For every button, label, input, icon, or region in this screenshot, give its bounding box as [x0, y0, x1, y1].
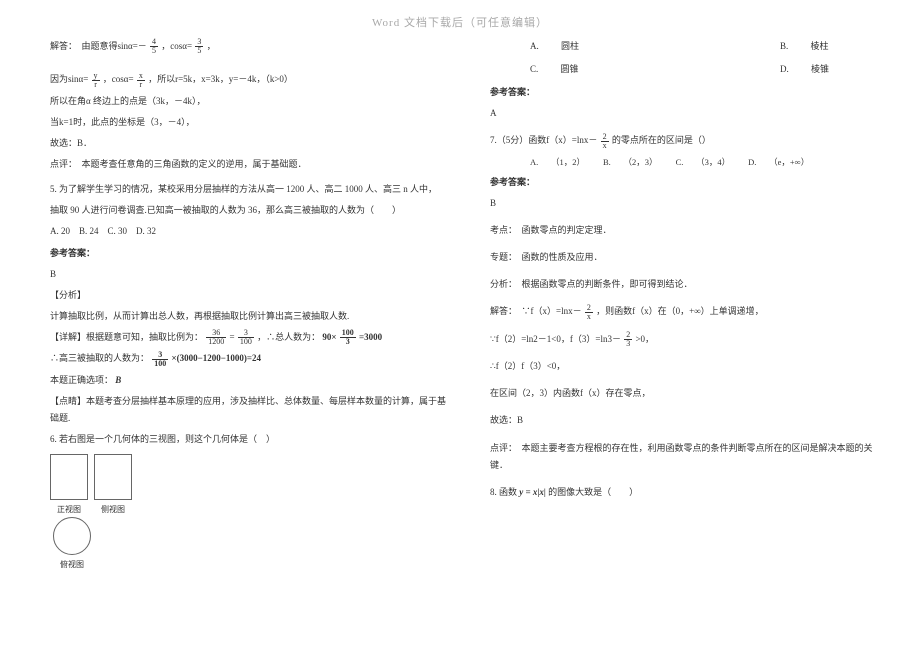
- text: ，: [207, 41, 216, 51]
- answer-6: A: [490, 105, 890, 122]
- text: 解答： ∵f（x）=lnx－: [490, 306, 582, 316]
- option-a-letter: A.: [530, 41, 539, 51]
- detail-line-2: ∴高三被抽取的人数为： 3100 ×(3000−1200−1000)=24: [50, 350, 450, 367]
- calc: ∵f（2）=ln2－1<0，f（3）=ln3－ 23 >0，: [490, 331, 890, 348]
- text: 8. 函数: [490, 487, 517, 497]
- solution-line-4: 当k=1时，此点的坐标是（3，－4），: [50, 114, 450, 131]
- dianping: 【点睛】本题考查分层抽样基本原理的应用，涉及抽样比、总体数量、每层样本数量的计算…: [50, 393, 450, 427]
- fraction: 3100: [238, 329, 254, 346]
- fraction: 3100: [152, 351, 168, 368]
- solution-line-3: 所以在角α 终边上的点是（3k，－4k），: [50, 93, 450, 110]
- fraction: 23: [624, 331, 632, 348]
- side-view-box: 侧视图: [94, 454, 132, 517]
- q8-expr: y = x|x|: [519, 487, 546, 497]
- text: >0，: [635, 334, 654, 344]
- text: ，∴总人数为：: [257, 332, 320, 342]
- top-view-label: 俯视图: [60, 557, 84, 572]
- kaodian: 考点： 函数零点的判定定理．: [490, 222, 890, 239]
- option-c-text: 圆锥: [541, 64, 579, 74]
- text: 7.（5分）函数f（x）=lnx－: [490, 135, 597, 145]
- watermark-header: Word 文档下载后（可任意编辑）: [0, 0, 920, 30]
- fraction: 2x: [585, 304, 593, 321]
- fraction: 361200: [206, 329, 226, 346]
- therefore: ∴f（2）f（3）<0，: [490, 358, 890, 375]
- zhuanti: 专题： 函数的性质及应用．: [490, 249, 890, 266]
- correct-option: 本题正确选项： B: [50, 372, 450, 389]
- comment-line: 点评： 本题考查任意角的三角函数的定义的逆用，属于基础题．: [50, 156, 450, 173]
- text: 解答： 由题意得sinα=－: [50, 41, 147, 51]
- q7-opt-b: B. （2，3）: [603, 154, 658, 170]
- text: =3000: [359, 332, 382, 342]
- fraction: 45: [150, 38, 158, 55]
- fraction: 2x: [601, 133, 609, 150]
- q7-options: A. （1，2） B. （2，3） C. （3，4） D. （e，+∞）: [490, 154, 890, 170]
- answer-label: 参考答案：: [50, 245, 450, 262]
- interval: 在区间（2，3）内函数f（x）存在零点，: [490, 385, 890, 402]
- analysis-text: 计算抽取比例，从而计算出总人数，再根据抽取比例计算出高三被抽取人数.: [50, 308, 450, 325]
- text: ，cosα=: [161, 41, 192, 51]
- question-7: 7.（5分）函数f（x）=lnx－ 2x 的零点所在的区间是（）: [490, 132, 890, 149]
- text: ，则函数f（x）在（0，+∞）上单调递增，: [596, 306, 764, 316]
- fraction: 35: [195, 38, 203, 55]
- option-b-letter: B.: [780, 41, 788, 51]
- side-view-rect: [94, 454, 132, 500]
- analysis-label: 【分析】: [50, 287, 450, 304]
- answer-5: B: [50, 266, 450, 283]
- text: ，所以r=5k，x=3k，y=－4k，（k>0）: [148, 74, 293, 84]
- text: 的零点所在的区间是（）: [612, 135, 711, 145]
- q7-opt-a: A. （1，2）: [530, 154, 585, 170]
- solution-line-2: 因为sinα= yr ，cosα= xr ，所以r=5k，x=3k，y=－4k，…: [50, 71, 450, 88]
- option-c-letter: C.: [530, 64, 538, 74]
- solution-line-1: 解答： 由题意得sinα=－ 45 ，cosα= 35 ，: [50, 38, 450, 55]
- answer-7: B: [490, 195, 890, 212]
- fraction: xr: [137, 72, 145, 89]
- text: =: [230, 332, 235, 342]
- text: 90×: [322, 332, 336, 342]
- detail-line-1: 【详解】根据题意可知，抽取比例为： 361200 = 3100 ，∴总人数为： …: [50, 329, 450, 346]
- correct-letter: B: [115, 375, 121, 385]
- question-8: 8. 函数 y = x|x| 的图像大致是（ ）: [490, 484, 890, 501]
- text: ，cosα=: [103, 74, 134, 84]
- answer-label: 参考答案：: [490, 84, 890, 101]
- text: ∵f（2）=ln2－1<0，f（3）=ln3－: [490, 334, 621, 344]
- answer-label: 参考答案：: [490, 174, 890, 191]
- option-d-text: 棱锥: [791, 64, 829, 74]
- two-column-layout: 解答： 由题意得sinα=－ 45 ，cosα= 35 ， 因为sinα= yr…: [0, 30, 920, 579]
- option-b-text: 棱柱: [791, 41, 829, 51]
- question-6: 6. 若右图是一个几何体的三视图，则这个几何体是（ ）: [50, 431, 450, 448]
- option-a-text: 圆柱: [541, 41, 579, 51]
- solution-line-5: 故选：B．: [50, 135, 450, 152]
- q7-opt-d: D. （e，+∞）: [748, 154, 809, 170]
- text: ∴高三被抽取的人数为：: [50, 353, 149, 363]
- front-view-rect: [50, 454, 88, 500]
- top-view-box: 俯视图: [50, 517, 94, 572]
- front-view-label: 正视图: [57, 502, 81, 517]
- front-view-box: 正视图: [50, 454, 88, 517]
- fraction: 1003: [340, 329, 356, 346]
- fenxi: 分析： 根据函数零点的判断条件，即可得到结论．: [490, 276, 890, 293]
- question-5-line-1: 5. 为了解学生学习的情况，某校采用分层抽样的方法从高一 1200 人、高二 1…: [50, 181, 450, 198]
- question-5-options: A. 20 B. 24 C. 30 D. 32: [50, 223, 450, 240]
- side-view-label: 侧视图: [101, 502, 125, 517]
- fraction: yr: [92, 72, 100, 89]
- q6-option-row-2: C. 圆锥 D. 棱锥: [490, 61, 890, 78]
- text: 因为sinα=: [50, 74, 88, 84]
- left-column: 解答： 由题意得sinα=－ 45 ，cosα= 35 ， 因为sinα= yr…: [50, 38, 460, 579]
- option-d-letter: D.: [780, 64, 789, 74]
- q7-opt-c: C. （3，4）: [676, 154, 731, 170]
- jieda: 解答： ∵f（x）=lnx－ 2x ，则函数f（x）在（0，+∞）上单调递增，: [490, 303, 890, 320]
- three-views-diagram: 正视图 侧视图 俯视图: [50, 454, 450, 572]
- text: ×(3000−1200−1000)=24: [172, 353, 262, 363]
- question-5-line-2: 抽取 90 人进行问卷调查.已知高一被抽取的人数为 36，那么高三被抽取的人数为…: [50, 202, 450, 219]
- text: 【详解】根据题意可知，抽取比例为：: [50, 332, 203, 342]
- q6-option-row-1: A. 圆柱 B. 棱柱: [490, 38, 890, 55]
- right-column: A. 圆柱 B. 棱柱 C. 圆锥 D. 棱锥 参考答案： A 7.（5分）函数: [480, 38, 890, 579]
- text: 的图像大致是（ ）: [548, 487, 638, 497]
- dianping-2: 点评： 本题主要考查方程根的存在性，利用函数零点的条件判断零点所在的区间是解决本…: [490, 440, 890, 474]
- text: 本题正确选项：: [50, 375, 113, 385]
- guxuan: 故选：B: [490, 412, 890, 429]
- top-view-circle: [53, 517, 91, 555]
